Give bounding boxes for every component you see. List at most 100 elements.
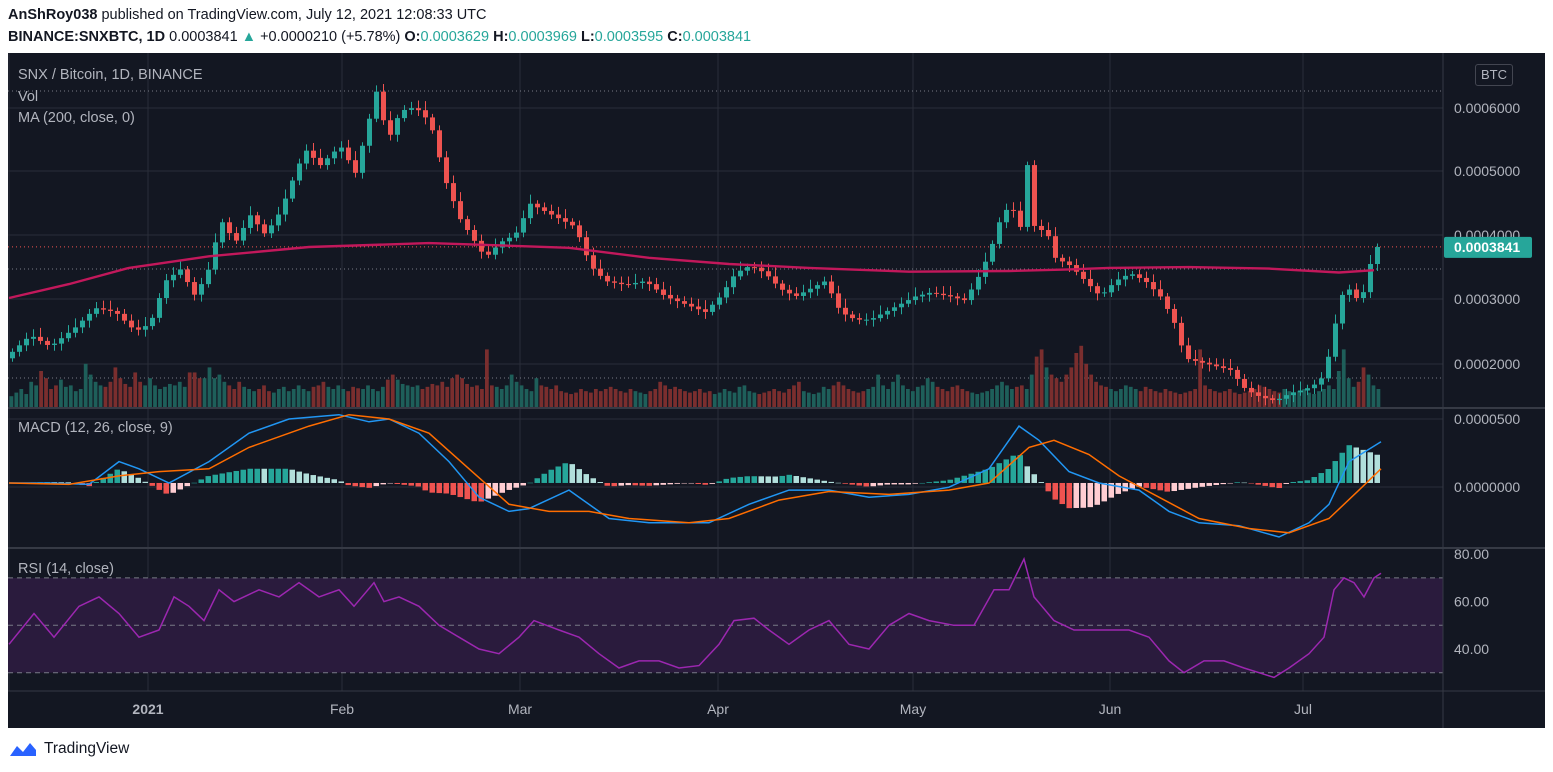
volume-bar	[950, 386, 955, 407]
macd-histogram-bar	[1129, 482, 1135, 489]
volume-bar	[752, 392, 757, 407]
volume-bar	[638, 392, 643, 407]
volume-bar	[702, 392, 707, 407]
candle-body	[1235, 369, 1240, 379]
tradingview-brand[interactable]: TradingView	[44, 740, 130, 757]
currency-button[interactable]: BTC	[1475, 64, 1513, 86]
rsi-label[interactable]: RSI (14, close)	[18, 561, 114, 577]
candle-body	[1193, 359, 1198, 361]
macd-label[interactable]: MACD (12, 26, close, 9)	[18, 420, 173, 436]
volume-bar	[1049, 374, 1054, 407]
macd-histogram-bar	[464, 482, 470, 500]
volume-bar	[123, 383, 128, 407]
macd-histogram-bar	[1339, 452, 1345, 483]
volume-bar	[816, 392, 821, 407]
volume-bar	[1366, 374, 1371, 407]
macd-histogram-bar	[1213, 482, 1219, 486]
candle-body	[745, 267, 750, 271]
candle-body	[710, 304, 715, 312]
volume-bar	[1252, 389, 1257, 407]
volume-bar	[405, 385, 410, 407]
footer: TradingView	[8, 738, 129, 760]
macd-histogram-bar	[373, 482, 379, 487]
candle-body	[66, 332, 71, 339]
candle-body	[1375, 247, 1380, 265]
candle-body	[850, 314, 855, 319]
candle-body	[689, 303, 694, 307]
volume-bar	[589, 392, 593, 407]
volume-bar	[1000, 381, 1004, 407]
volume-bar	[153, 385, 157, 407]
candle-body	[1298, 390, 1303, 393]
volume-bar	[1198, 349, 1202, 407]
volume-bar	[380, 386, 385, 407]
chart-svg[interactable]: 0.00060000.00050000.00040000.00030000.00…	[8, 53, 1545, 728]
publisher-username[interactable]: AnShRoy038	[8, 7, 98, 23]
volume-bar	[1208, 389, 1212, 407]
candle-body	[724, 287, 729, 298]
candle-body	[318, 157, 323, 166]
price-tick-label: 0.0003000	[1454, 291, 1520, 307]
macd-histogram-bar	[947, 479, 953, 483]
candle-body	[780, 283, 785, 290]
candle-body	[1039, 225, 1044, 230]
volume-bar	[1376, 389, 1381, 407]
volume-bar	[549, 389, 554, 407]
volume-bar	[1005, 385, 1009, 407]
volume-bar	[440, 381, 445, 407]
low-label: L:	[580, 29, 595, 45]
volume-bar	[1010, 389, 1014, 407]
macd-histogram-bar	[926, 482, 932, 483]
candle-body	[598, 268, 603, 276]
volume-bar	[400, 383, 405, 407]
candle-body	[738, 270, 743, 277]
volume-bar	[1341, 349, 1346, 407]
volume-bar	[172, 385, 177, 407]
macd-histogram-bar	[891, 482, 897, 485]
candle-body	[360, 145, 365, 173]
volume-bar	[990, 389, 994, 407]
volume-bar	[717, 392, 722, 407]
volume-bar	[257, 389, 261, 407]
price-tick-label: 0.0002000	[1454, 356, 1520, 372]
volume-bar	[826, 389, 831, 407]
volume-bar	[306, 391, 311, 407]
candle-body	[38, 336, 43, 341]
volume-bar	[1257, 385, 1262, 407]
volume-bar	[504, 385, 509, 407]
candle-body	[290, 180, 295, 199]
chart-frame[interactable]: 0.0006000 0.0005000 0.0004000 0.0003000 0.00…	[8, 53, 1545, 728]
macd-histogram-bar	[492, 482, 498, 496]
volume-bar	[901, 385, 905, 407]
macd-histogram-bar	[149, 482, 155, 486]
macd-histogram-bar	[163, 482, 169, 494]
volume-bar	[767, 391, 772, 407]
macd-histogram-bar	[1346, 445, 1352, 483]
macd-histogram-bar	[1255, 482, 1261, 485]
volume-bar	[1327, 385, 1331, 407]
volume-bar	[1104, 386, 1108, 407]
candle-body	[234, 233, 239, 241]
candle-body	[122, 313, 127, 321]
candle-body	[1025, 165, 1030, 227]
candle-body	[584, 237, 589, 256]
volume-bar	[1302, 389, 1307, 407]
macd-histogram-bar	[863, 482, 869, 487]
candle-body	[269, 225, 274, 234]
macd-histogram-bar	[709, 482, 715, 484]
chart-title[interactable]: SNX / Bitcoin, 1D, BINANCE	[18, 67, 203, 83]
macd-histogram-bar	[345, 482, 351, 486]
ma-label[interactable]: MA (200, close, 0)	[18, 110, 135, 126]
macd-histogram-bar	[842, 482, 848, 484]
macd-histogram-bar	[744, 476, 750, 483]
candle-body	[409, 108, 414, 110]
candle-body	[577, 225, 582, 238]
volume-bar	[450, 378, 455, 407]
high-value: 0.0003969	[508, 29, 577, 45]
macd-histogram-bar	[1059, 482, 1065, 505]
candle-body	[969, 289, 974, 301]
macd-histogram-bar	[191, 482, 197, 484]
volume-bar	[489, 385, 494, 407]
volume-bar	[460, 378, 464, 407]
vol-label[interactable]: Vol	[18, 89, 39, 105]
